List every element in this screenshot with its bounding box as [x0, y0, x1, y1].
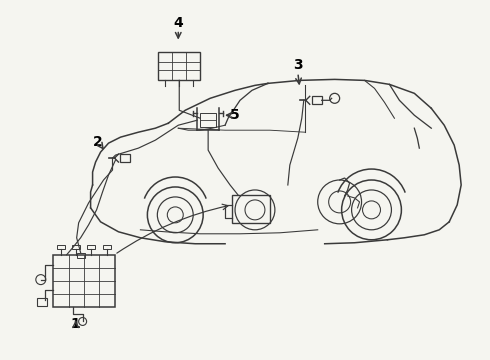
Bar — [37, 298, 47, 306]
Text: 1: 1 — [71, 318, 80, 332]
Bar — [158, 53, 200, 80]
Text: 4: 4 — [173, 15, 183, 30]
Bar — [232, 195, 270, 223]
Text: 2: 2 — [93, 135, 102, 149]
Text: 5: 5 — [230, 108, 240, 122]
Bar — [72, 245, 80, 249]
Bar — [312, 96, 322, 104]
Bar — [102, 245, 111, 249]
Text: 3: 3 — [293, 58, 303, 72]
Bar — [200, 113, 216, 127]
Bar — [53, 255, 115, 306]
Bar — [57, 245, 65, 249]
Bar — [87, 245, 95, 249]
Bar — [121, 154, 130, 162]
Bar — [76, 253, 85, 258]
